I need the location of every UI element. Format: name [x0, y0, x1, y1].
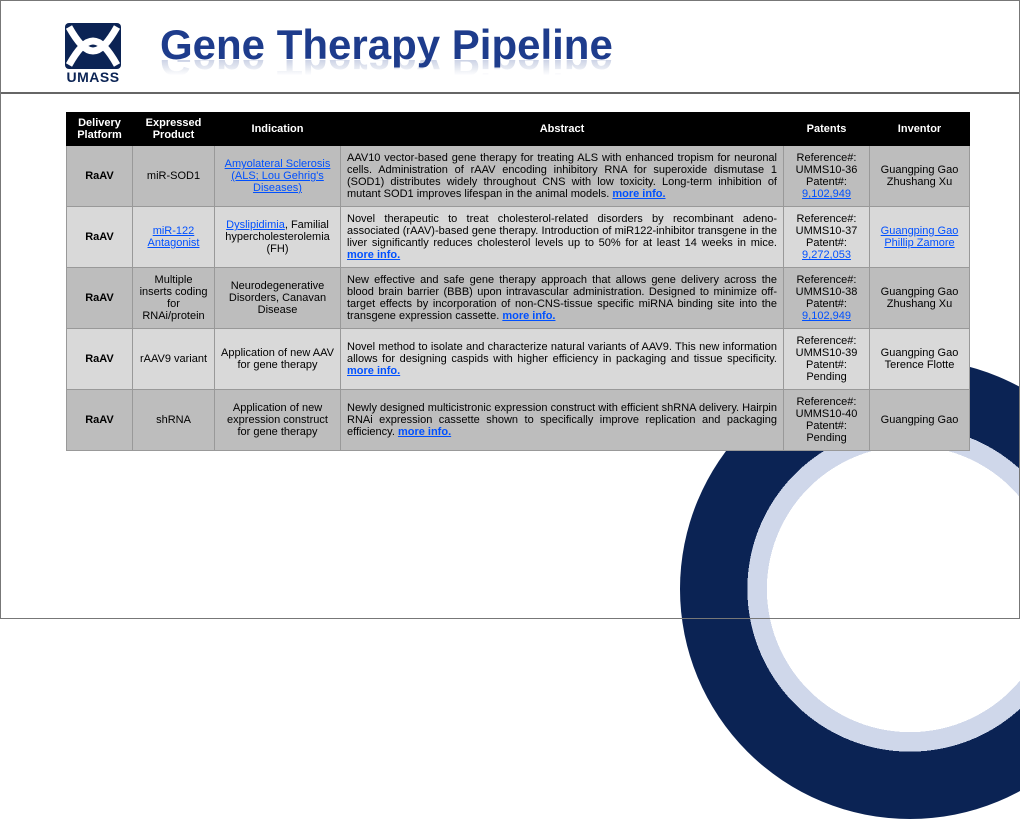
title-reflection: Gene Therapy Pipeline	[160, 60, 613, 82]
